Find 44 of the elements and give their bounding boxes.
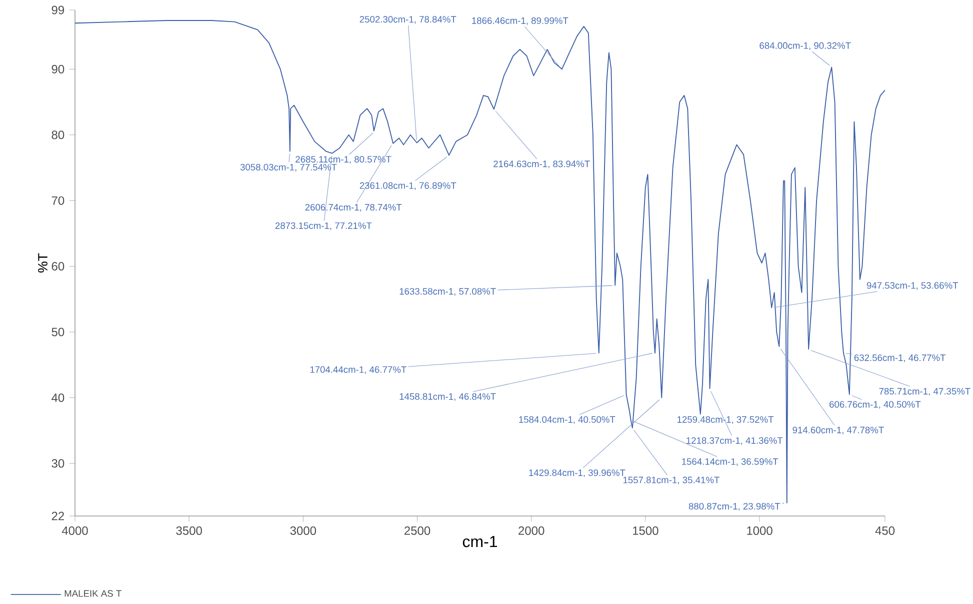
annotation: 1259.48cm-1, 37.52%T (677, 416, 774, 424)
annotation: 3058.03cm-1, 77.54%T (240, 164, 337, 172)
x-tick-label: 1500 (632, 526, 658, 535)
annotation: 880.87cm-1, 23.98%T (688, 502, 780, 511)
annotation: 1458.81cm-1, 46.84%T (400, 393, 496, 401)
y-tick-label: 22 (52, 512, 64, 520)
annotation: 632.56cm-1, 46.77%T (854, 354, 946, 362)
annotation: 1218.37cm-1, 41.36%T (686, 437, 783, 445)
x-tick-label: 4000 (62, 526, 88, 535)
annotation: 1866.46cm-1, 89.99%T (472, 17, 568, 26)
x-tick-label: 3000 (290, 526, 316, 535)
y-tick-label: 90 (52, 64, 64, 74)
annotation: 2685.11cm-1, 80.57%T (296, 156, 392, 164)
y-tick-label: 99 (52, 6, 64, 14)
y-tick-label: 60 (52, 262, 64, 271)
y-tick-label: 70 (52, 196, 64, 205)
annotation: 2164.63cm-1, 83.94%T (494, 160, 590, 168)
x-tick-label: 2500 (404, 526, 430, 535)
annotation: 1584.04cm-1, 40.50%T (519, 416, 616, 424)
annotation: 785.71cm-1, 47.35%T (879, 388, 970, 396)
annotation: 914.60cm-1, 47.78%T (792, 426, 884, 434)
annotation: 1429.84cm-1, 39.96%T (529, 469, 626, 478)
annotation: 1557.81cm-1, 35.41%T (623, 476, 720, 484)
x-tick-label: 3500 (176, 526, 202, 535)
text: MALEIK AS T (64, 590, 122, 597)
x-tick-label: 450 (875, 526, 895, 535)
annotation: 2502.30cm-1, 78.84%T (360, 16, 456, 24)
annotation: 1564.14cm-1, 36.59%T (682, 458, 778, 466)
annotation: 606.76cm-1, 40.50%T (830, 401, 921, 409)
annotation: 2873.15cm-1, 77.21%T (275, 222, 372, 230)
y-tick-label: 30 (52, 459, 64, 468)
x-axis-title: cm-1 (462, 536, 497, 548)
annotation: 1704.44cm-1, 46.77%T (310, 366, 406, 374)
annotation: 2606.74cm-1, 78.74%T (305, 204, 402, 212)
y-axis-title: %T (38, 253, 48, 273)
annotation: 2361.08cm-1, 76.89%T (360, 182, 456, 190)
x-tick-label: 2000 (518, 526, 544, 535)
x-tick-label: 1000 (747, 526, 772, 535)
y-tick-label: 80 (52, 130, 64, 140)
annotation: 684.00cm-1, 90.32%T (760, 42, 851, 50)
y-tick-label: 50 (52, 328, 64, 336)
annotation: 947.53cm-1, 53.66%T (866, 282, 958, 290)
y-tick-label: 40 (52, 393, 64, 402)
annotation: 1633.58cm-1, 57.08%T (400, 288, 496, 296)
